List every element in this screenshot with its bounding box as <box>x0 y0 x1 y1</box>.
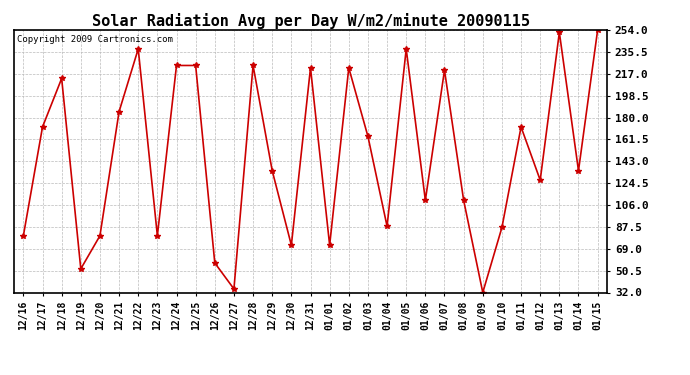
Text: Copyright 2009 Cartronics.com: Copyright 2009 Cartronics.com <box>17 35 172 44</box>
Title: Solar Radiation Avg per Day W/m2/minute 20090115: Solar Radiation Avg per Day W/m2/minute … <box>92 13 529 29</box>
